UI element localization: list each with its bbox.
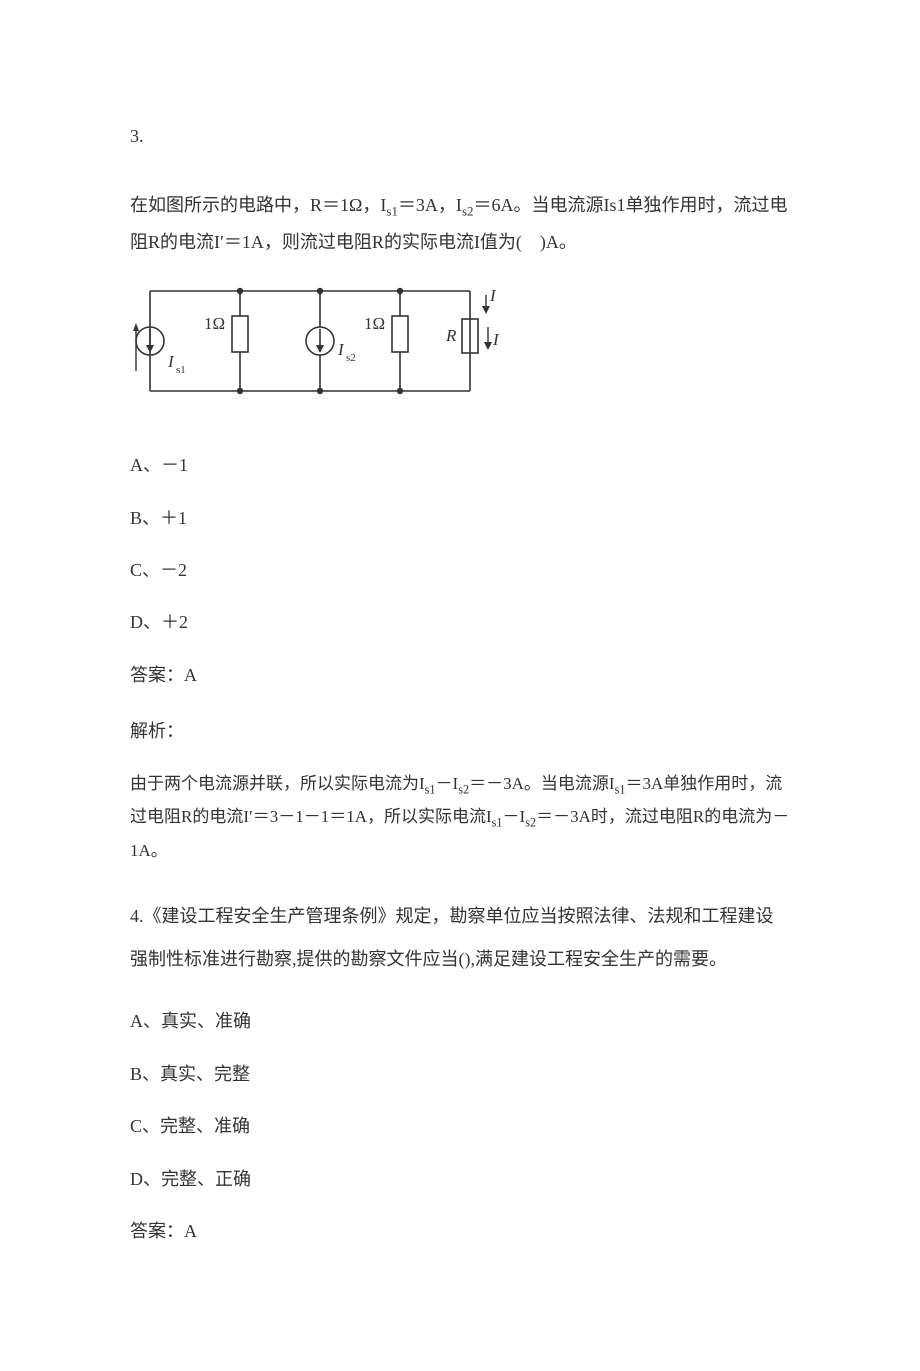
question-4-text: 4.《建设工程安全生产管理条例》规定，勘察单位应当按照法律、法规和工程建设强制性… [130,895,790,981]
q3-explain-body: 由于两个电流源并联，所以实际电流为Is1－Is2＝－3A。当电流源Is1＝3A单… [130,768,790,868]
q4-option-a: A、真实、准确 [130,1005,790,1037]
e3: ＝－3A。当电流源I [469,774,614,793]
label-I-right: I [492,330,500,349]
label-r1: 1Ω [204,314,225,333]
question-3-text: 在如图所示的电路中，R＝1Ω，Is1＝3A，Is2＝6A。当电流源Is1单独作用… [130,188,790,258]
q3-option-a: A、－1 [130,449,790,481]
q4-option-b: B、真实、完整 [130,1058,790,1090]
q3-explain-label: 解析： [130,715,790,747]
label-R: R [445,326,457,345]
omega-symbol: Ω [349,195,362,215]
label-r2: 1Ω [364,314,385,333]
label-Is1-sub: s1 [176,364,186,376]
e2s: s2 [458,782,469,796]
q4-answer: 答案：A [130,1215,790,1247]
q3-sub1: s1 [386,204,398,219]
q4-option-c: C、完整、准确 [130,1110,790,1142]
e1s: s1 [425,782,436,796]
e1: 由于两个电流源并联，所以实际电流为I [130,774,425,793]
e4s: s1 [492,816,503,830]
question-3-number: 3. [130,120,790,152]
q3-sub2: s2 [462,204,474,219]
q3-answer: 答案：A [130,659,790,691]
label-Is2-I: I [337,340,345,359]
q3-option-d: D、＋2 [130,606,790,638]
q3-option-b: B、＋1 [130,502,790,534]
e5s: s2 [525,816,536,830]
q3-t1: 在如图所示的电路中，R＝1 [130,195,349,215]
e5: －I [503,807,526,826]
label-I-top: I [489,286,497,305]
e2: －I [436,774,459,793]
q3-option-c: C、－2 [130,554,790,586]
circuit-diagram: 1Ω 1Ω R I I I s1 I s2 [130,271,790,421]
q3-t3: ＝3A，I [398,195,462,215]
label-Is1-I: I [167,352,175,371]
q4-option-d: D、完整、正确 [130,1163,790,1195]
label-Is2-sub: s2 [346,352,356,364]
q3-t2: ，I [362,195,386,215]
e3s: s1 [615,782,626,796]
